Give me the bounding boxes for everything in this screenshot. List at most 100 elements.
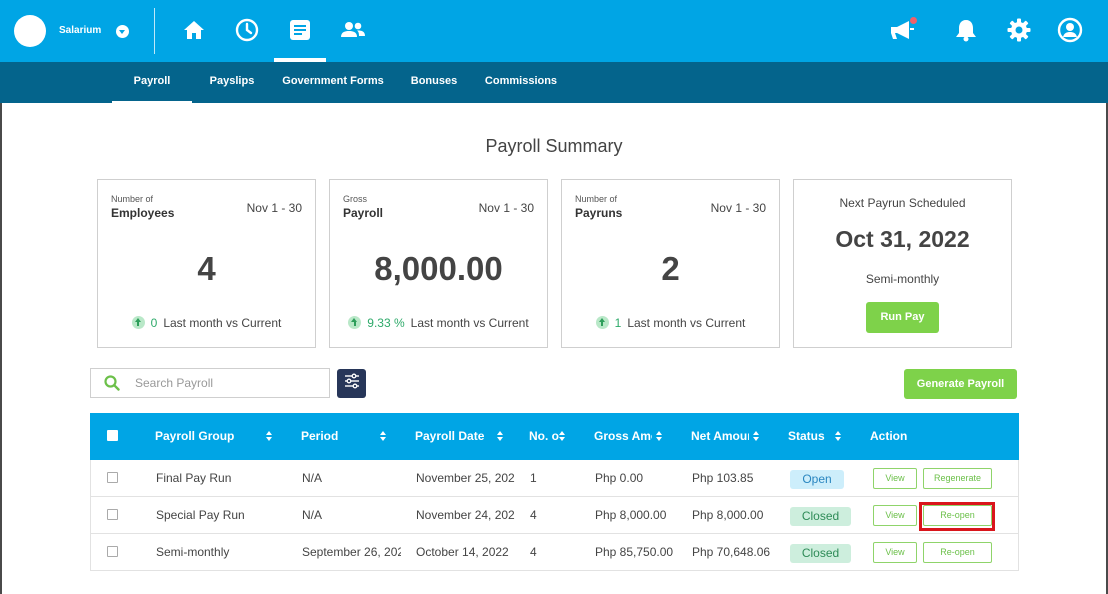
column-header-gross-amount[interactable]: Gross Amo [594,429,652,443]
sort-icon[interactable] [497,431,504,442]
sort-icon[interactable] [835,431,842,442]
subnav-item-payroll[interactable]: Payroll [112,62,192,103]
card-footer-text: Last month vs Current [410,316,529,330]
card-date-range: Nov 1 - 30 [246,201,302,215]
subnav-item-bonuses[interactable]: Bonuses [410,75,458,87]
sort-icon[interactable] [266,431,273,442]
reopen-button[interactable]: Re-open [923,505,992,526]
nav-divider [154,8,155,54]
document-icon[interactable] [287,17,313,43]
table-row: Final Pay Run N/A November 25, 2022 1 Ph… [90,460,1019,497]
card-value: 8,000.00 [374,250,503,287]
card-footer: 9.33 % Last month vs Current [330,316,547,330]
cell-payroll-date: October 14, 2022 [416,545,509,559]
cell-payroll-date: November 25, 2022 [416,471,515,485]
payroll-table: Payroll Group Period Payroll Date No. o … [90,413,1019,571]
card-footer: 1 Last month vs Current [562,316,779,330]
cell-net-amount: Php 70,648.06 [692,545,771,559]
filter-button[interactable] [337,369,366,398]
select-all-checkbox[interactable] [107,430,118,441]
clock-icon[interactable] [234,17,260,43]
cell-number: 4 [530,508,537,522]
cell-gross-amount: Php 8,000.00 [595,508,667,522]
next-payrun-frequency: Semi-monthly [865,272,940,286]
row-checkbox[interactable] [107,546,118,557]
column-header-payroll-date[interactable]: Payroll Date [415,429,485,443]
cell-net-amount: Php 8,000.00 [692,508,764,522]
bell-icon[interactable] [953,17,979,43]
table-row: Special Pay Run N/A November 24, 2022 4 … [90,497,1019,534]
view-button[interactable]: View [873,505,917,526]
company-avatar[interactable] [14,15,46,47]
cell-number: 4 [530,545,537,559]
nav-active-indicator [274,58,326,62]
home-icon[interactable] [181,17,207,43]
cell-payroll-date: November 24, 2022 [416,508,515,522]
company-name[interactable]: Salarium [59,25,102,36]
card-caption: Number of [111,194,154,204]
status-badge: Closed [790,544,851,563]
card-delta: 1 [614,316,622,330]
subnav-item-government-forms[interactable]: Government Forms [282,75,384,87]
next-payrun-card: Next Payrun Scheduled Oct 31, 2022 Semi-… [793,179,1012,348]
gear-icon[interactable] [1006,17,1032,43]
search-icon [104,375,120,396]
arrow-up-icon [348,316,362,329]
column-header-payroll-group[interactable]: Payroll Group [155,429,235,443]
page-title: Payroll Summary [485,136,623,156]
cell-period: September 26, 2022 [302,545,401,559]
view-button[interactable]: View [873,468,917,489]
megaphone-icon[interactable] [889,17,915,43]
sort-icon[interactable] [753,431,760,442]
arrow-up-icon [131,316,145,329]
card-label: Employees [111,206,175,220]
next-payrun-date: Oct 31, 2022 [835,226,970,252]
card-footer-text: Last month vs Current [627,316,746,330]
column-header-status[interactable]: Status [788,429,825,443]
highlight-box [919,502,995,531]
reopen-button[interactable]: Re-open [923,542,992,563]
search-input[interactable] [135,369,325,397]
subnav-item-payslips[interactable]: Payslips [209,75,255,87]
top-bar: Salarium [0,0,1108,62]
arrow-up-icon [595,316,609,329]
column-header-action: Action [870,429,908,443]
next-payrun-title: Next Payrun Scheduled [839,196,966,210]
column-header-number[interactable]: No. o [529,429,559,443]
run-pay-button[interactable]: Run Pay [866,302,939,333]
regenerate-button[interactable]: Regenerate [923,468,992,489]
sort-icon[interactable] [656,431,663,442]
window-edge-left [0,103,2,594]
cell-gross-amount: Php 0.00 [595,471,644,485]
employees-card: Number of Employees Nov 1 - 30 4 0 Last m… [97,179,316,348]
row-checkbox[interactable] [107,509,118,520]
column-header-period[interactable]: Period [301,429,339,443]
chevron-down-icon[interactable] [116,25,129,38]
people-icon[interactable] [340,17,366,43]
search-box [90,368,330,398]
sort-icon[interactable] [380,431,387,442]
table-header: Payroll Group Period Payroll Date No. o … [90,413,1019,460]
generate-payroll-button[interactable]: Generate Payroll [904,369,1017,399]
column-header-net-amount[interactable]: Net Amour [691,429,749,443]
card-caption: Gross [343,194,368,204]
cell-period: N/A [302,508,323,522]
card-footer-text: Last month vs Current [163,316,282,330]
card-delta: 9.33 % [367,316,405,330]
subnav-item-commissions[interactable]: Commissions [484,75,558,87]
cell-payroll-group: Final Pay Run [156,471,232,485]
view-button[interactable]: View [873,542,917,563]
cell-gross-amount: Php 85,750.00 [595,545,674,559]
card-caption: Number of [575,194,618,204]
user-icon[interactable] [1057,17,1083,43]
row-checkbox[interactable] [107,472,118,483]
cell-payroll-group: Semi-monthly [156,545,230,559]
payruns-card: Number of Payruns Nov 1 - 30 2 1 Last mon… [561,179,780,348]
table-row: Semi-monthly September 26, 2022 October … [90,534,1019,571]
cell-net-amount: Php 103.85 [692,471,754,485]
cell-period: N/A [302,471,323,485]
card-delta: 0 [150,316,158,330]
window-edge-right [1106,103,1108,594]
sort-icon[interactable] [559,431,566,442]
card-date-range: Nov 1 - 30 [710,201,766,215]
